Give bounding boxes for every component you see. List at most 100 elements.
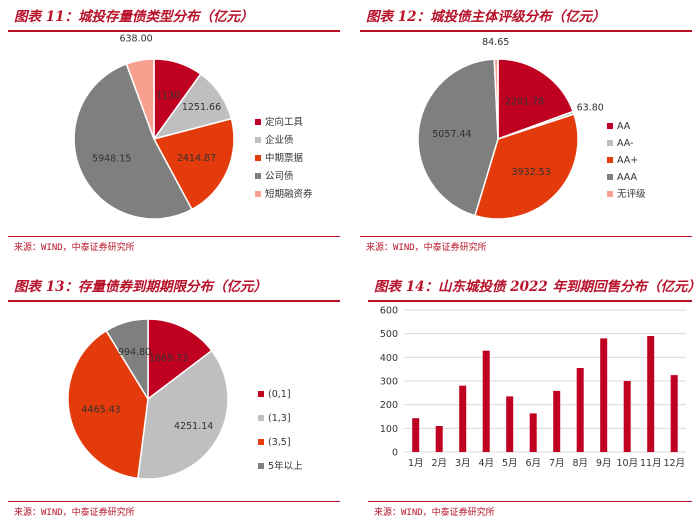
legend-label: 公司债 bbox=[265, 170, 294, 182]
bar bbox=[623, 381, 631, 452]
legend-swatch bbox=[255, 173, 261, 179]
legend-swatch bbox=[258, 463, 264, 469]
source-divider bbox=[360, 236, 692, 237]
chart-title-12: 图表 12：城投债主体评级分布（亿元） bbox=[360, 6, 692, 32]
chart-title-11: 图表 11：城投存量债类型分布（亿元） bbox=[8, 6, 340, 32]
x-tick-label: 5月 bbox=[502, 458, 518, 469]
chart-title-14: 图表 14：山东城投债 2022 年到期回售分布（亿元） bbox=[368, 276, 700, 302]
pie-slice bbox=[105, 318, 149, 402]
legend-swatch bbox=[255, 137, 261, 143]
pie-slice bbox=[147, 318, 213, 401]
source-divider bbox=[368, 501, 692, 502]
source-divider bbox=[8, 501, 340, 502]
y-tick-label: 0 bbox=[392, 448, 398, 459]
chart-panel-12: 图表 12：城投债主体评级分布（亿元） 2201.78 63.80 3932.53 5… bbox=[360, 6, 692, 256]
legend-label: 无评级 bbox=[617, 188, 646, 200]
slice-data-label: 5948.15 bbox=[92, 154, 131, 165]
bar bbox=[482, 350, 490, 452]
y-tick-label: 400 bbox=[380, 353, 398, 364]
slice-data-label: 4465.43 bbox=[81, 405, 120, 416]
legend-label: (3,5] bbox=[268, 437, 291, 448]
bar bbox=[600, 338, 608, 452]
y-tick-label: 300 bbox=[380, 377, 398, 388]
bar bbox=[412, 418, 420, 452]
pie-chart-12: 2201.78 63.80 3932.53 5057.44 84.65 AA AA- AA+ A… bbox=[417, 37, 646, 220]
pie-chart-13: 1669.73 4251.14 4465.43 994.80 (0,1] (1,3] (3,… bbox=[67, 318, 303, 480]
x-tick-label: 2月 bbox=[432, 458, 448, 469]
bar bbox=[459, 385, 467, 452]
legend-swatch bbox=[258, 439, 264, 445]
x-tick-label: 3月 bbox=[455, 458, 471, 469]
pie-slice bbox=[417, 58, 499, 217]
slice-data-label: 4251.14 bbox=[174, 421, 213, 432]
source-divider bbox=[8, 236, 340, 237]
slice-data-label: 84.65 bbox=[482, 37, 509, 48]
pie-slice bbox=[125, 58, 155, 140]
legend-label: 5年以上 bbox=[268, 460, 303, 472]
pie-slice bbox=[137, 349, 229, 480]
legend-label: (0,1] bbox=[268, 389, 291, 400]
bar bbox=[576, 368, 584, 452]
slice-data-label: 2414.87 bbox=[177, 153, 216, 164]
slice-data-label: 3932.53 bbox=[512, 167, 551, 178]
x-tick-label: 8月 bbox=[573, 458, 589, 469]
source-note: 来源：WIND，中泰证券研究所 bbox=[14, 243, 135, 253]
legend-label: AAA bbox=[617, 172, 638, 183]
y-tick-label: 500 bbox=[380, 329, 398, 340]
x-tick-label: 12月 bbox=[664, 458, 686, 469]
slice-data-label: 63.80 bbox=[577, 103, 604, 114]
source-note: 来源：WIND，中泰证券研究所 bbox=[374, 508, 495, 518]
bar bbox=[506, 396, 514, 452]
bar bbox=[670, 375, 678, 452]
slice-data-label: 1669.73 bbox=[149, 353, 188, 364]
bar bbox=[553, 390, 561, 452]
slice-data-label: 1130 bbox=[156, 90, 180, 101]
x-tick-label: 1月 bbox=[408, 458, 424, 469]
chart-panel-13: 图表 13：存量债券到期期限分布（亿元） 1669.73 4251.14 4465.… bbox=[8, 276, 340, 526]
legend-label: AA+ bbox=[617, 155, 638, 166]
y-tick-label: 100 bbox=[380, 424, 398, 435]
legend-label: 定向工具 bbox=[265, 116, 304, 128]
bar bbox=[647, 336, 655, 452]
slice-data-label: 2201.78 bbox=[505, 97, 544, 108]
legend-label: 企业债 bbox=[265, 134, 294, 146]
chart-title-13: 图表 13：存量债券到期期限分布（亿元） bbox=[8, 276, 340, 302]
x-tick-label: 7月 bbox=[549, 458, 565, 469]
x-tick-label: 9月 bbox=[596, 458, 612, 469]
slice-data-label: 994.80 bbox=[118, 347, 151, 358]
bar bbox=[435, 426, 443, 452]
legend-label: AA- bbox=[617, 138, 633, 149]
y-tick-label: 200 bbox=[380, 400, 398, 411]
bar bbox=[529, 413, 537, 452]
legend-label: AA bbox=[617, 121, 631, 132]
y-tick-label: 600 bbox=[380, 306, 398, 317]
legend-swatch bbox=[607, 174, 613, 180]
bar-chart-14: 0 100 200 300 400 500 600 1月 2月 3月 4月 5月 6月 7月 8月 9月 10月… bbox=[380, 306, 686, 469]
slice-data-label: 638.00 bbox=[119, 34, 152, 45]
source-note: 来源：WIND，中泰证券研究所 bbox=[14, 508, 135, 518]
slice-data-label: 1251.66 bbox=[182, 102, 221, 113]
legend-swatch bbox=[255, 155, 261, 161]
legend-label: (1,3] bbox=[268, 413, 291, 424]
slice-data-label: 5057.44 bbox=[432, 129, 471, 140]
legend-swatch bbox=[258, 415, 264, 421]
pie-slice bbox=[493, 58, 499, 140]
x-tick-label: 10月 bbox=[617, 458, 639, 469]
pie-slice bbox=[73, 62, 193, 220]
legend-swatch bbox=[607, 191, 613, 197]
legend-label: 短期融资券 bbox=[265, 188, 313, 200]
legend-swatch bbox=[255, 191, 261, 197]
legend-label: 中期票据 bbox=[265, 152, 304, 164]
legend-swatch bbox=[255, 119, 261, 125]
x-tick-label: 4月 bbox=[479, 458, 495, 469]
legend-swatch bbox=[607, 123, 613, 129]
source-note: 来源：WIND，中泰证券研究所 bbox=[366, 243, 487, 253]
legend-swatch bbox=[258, 391, 264, 397]
chart-panel-14: 图表 14：山东城投债 2022 年到期回售分布（亿元） 0 100 200 300 4… bbox=[368, 276, 700, 526]
pie-slice bbox=[152, 117, 235, 211]
pie-slice bbox=[497, 58, 575, 141]
pie-slice bbox=[473, 113, 579, 220]
x-tick-label: 11月 bbox=[640, 458, 662, 469]
x-tick-label: 6月 bbox=[526, 458, 542, 469]
